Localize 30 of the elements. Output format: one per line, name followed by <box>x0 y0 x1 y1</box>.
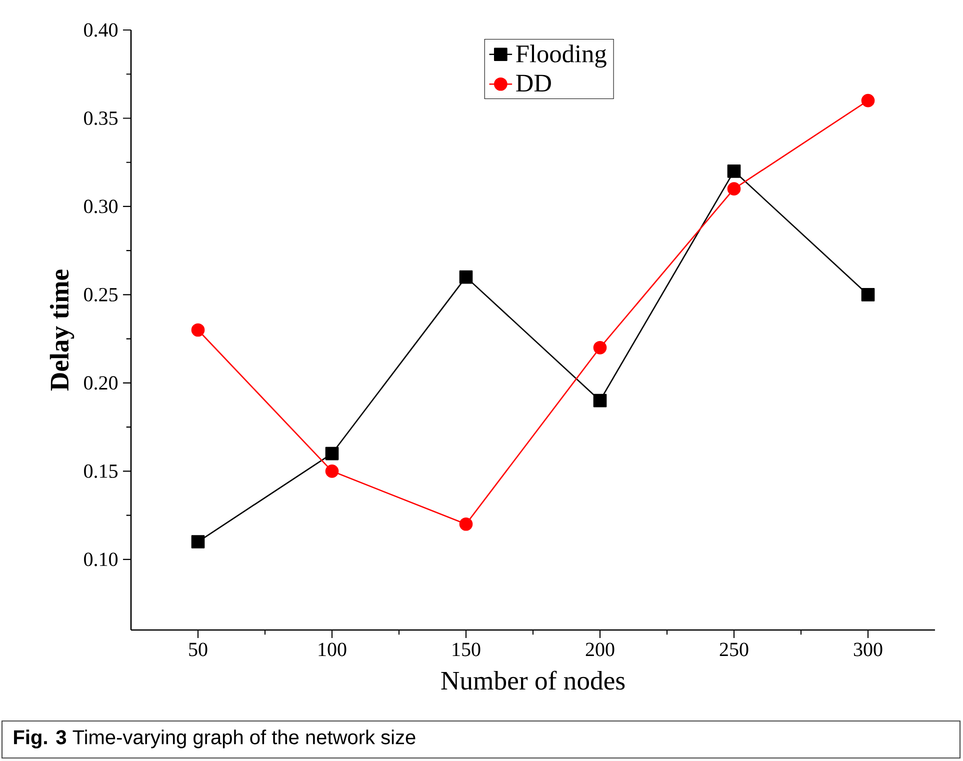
point <box>861 94 875 108</box>
y-tick-label: 0.30 <box>84 200 118 214</box>
point <box>727 182 741 196</box>
x-tick-label: 300 <box>854 642 882 656</box>
x-tick-label: 50 <box>189 642 208 656</box>
point <box>325 446 339 460</box>
point <box>593 340 607 354</box>
y-tick-label: 0.10 <box>84 552 118 566</box>
y-axis-title: Delay time <box>50 270 74 391</box>
legend-label: DD <box>516 74 551 92</box>
point <box>191 323 205 337</box>
point <box>191 535 205 548</box>
legend-label: Flooding <box>516 44 606 68</box>
point <box>459 517 473 531</box>
point <box>593 394 607 408</box>
y-tick-label: 0.15 <box>84 464 118 478</box>
x-tick-label: 250 <box>720 642 748 656</box>
x-tick-label: 200 <box>586 642 614 656</box>
point <box>325 464 339 478</box>
y-tick-label: 0.25 <box>84 288 118 302</box>
point <box>459 270 473 284</box>
point <box>727 164 741 178</box>
x-axis-title: Number of nodes <box>441 670 625 690</box>
point <box>861 288 875 302</box>
x-tick-label: 100 <box>318 642 346 656</box>
text: Fig. 3 Time-varying graph of the network size <box>14 730 416 748</box>
y-tick-label: 0.35 <box>84 111 118 126</box>
x-tick-label: 150 <box>452 642 480 656</box>
y-tick-label: 0.40 <box>84 23 118 37</box>
y-tick-label: 0.20 <box>84 376 118 390</box>
